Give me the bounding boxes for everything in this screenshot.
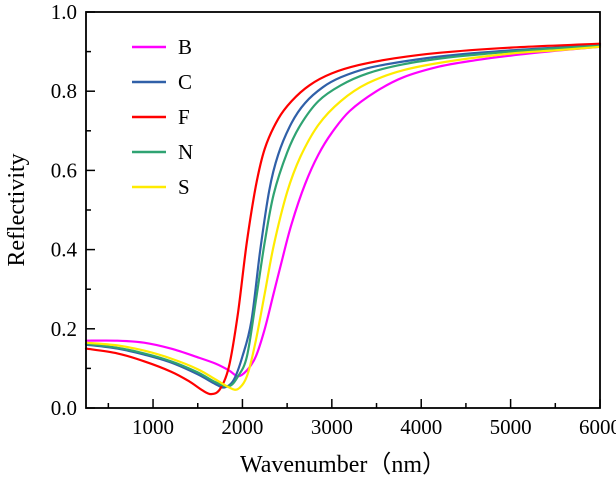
series-line-N <box>84 44 602 388</box>
svg-text:1000: 1000 <box>132 415 174 439</box>
svg-text:6000: 6000 <box>579 415 616 439</box>
svg-text:4000: 4000 <box>400 415 442 439</box>
svg-text:0.4: 0.4 <box>51 238 78 262</box>
x-tick-labels: 1000 2000 3000 4000 5000 6000 <box>132 415 616 439</box>
legend-label-S: S <box>178 175 190 199</box>
svg-text:3000: 3000 <box>311 415 353 439</box>
svg-text:5000: 5000 <box>490 415 532 439</box>
svg-text:0.2: 0.2 <box>51 317 77 341</box>
series-lines <box>84 42 602 396</box>
svg-text:1.0: 1.0 <box>51 0 77 24</box>
plot-frame <box>85 11 601 409</box>
svg-text:0.8: 0.8 <box>51 79 77 103</box>
legend-label-F: F <box>178 105 190 129</box>
x-axis-label: Wavenumber（nm） <box>240 452 446 478</box>
series-line-F <box>84 42 602 396</box>
y-axis-label: Reflectivity <box>4 153 30 266</box>
series-line-B <box>84 45 602 378</box>
legend-label-C: C <box>178 70 192 94</box>
svg-text:0.0: 0.0 <box>51 396 77 420</box>
legend-label-B: B <box>178 35 192 59</box>
svg-text:2000: 2000 <box>221 415 263 439</box>
axis-ticks <box>86 11 601 409</box>
legend-label-N: N <box>178 140 193 164</box>
svg-text:0.6: 0.6 <box>51 158 77 182</box>
series-line-S <box>84 45 602 391</box>
series-line-C <box>84 43 602 389</box>
y-tick-labels: 0.0 0.2 0.4 0.6 0.8 1.0 <box>51 0 78 420</box>
